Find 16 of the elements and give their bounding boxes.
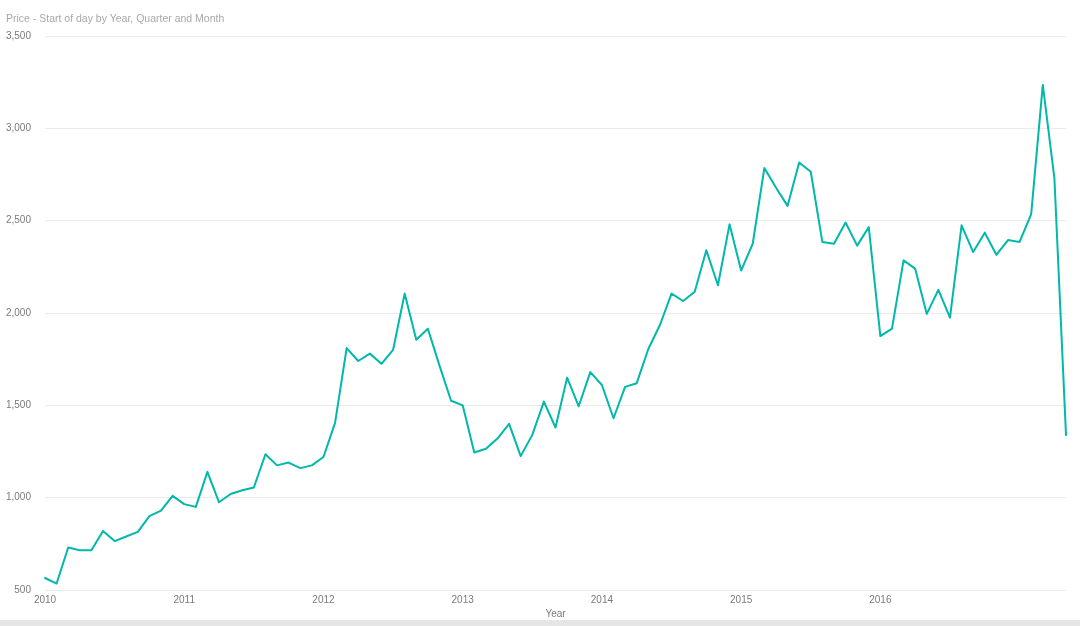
x-tick-label: 2011	[173, 593, 196, 605]
x-tick-label: 2013	[451, 593, 475, 605]
y-tick-label: 500	[14, 583, 32, 595]
y-tick-label: 1,500	[5, 399, 32, 411]
x-tick-label: 2012	[312, 593, 336, 605]
x-axis-title: Year	[545, 607, 567, 619]
x-tick-label: 2016	[869, 593, 892, 605]
y-tick-label: 2,000	[5, 306, 32, 318]
x-tick-label: 2015	[730, 593, 753, 605]
x-tick-label: 2010	[33, 593, 57, 605]
chart-title: Price - Start of day by Year, Quarter and Month	[6, 11, 225, 25]
y-tick-label: 1,000	[5, 491, 32, 503]
x-tick-label: 2014	[590, 593, 614, 605]
y-tick-label: 2,500	[5, 214, 32, 226]
y-tick-label: 3,500	[5, 29, 32, 41]
y-tick-label: 3,000	[5, 122, 32, 134]
